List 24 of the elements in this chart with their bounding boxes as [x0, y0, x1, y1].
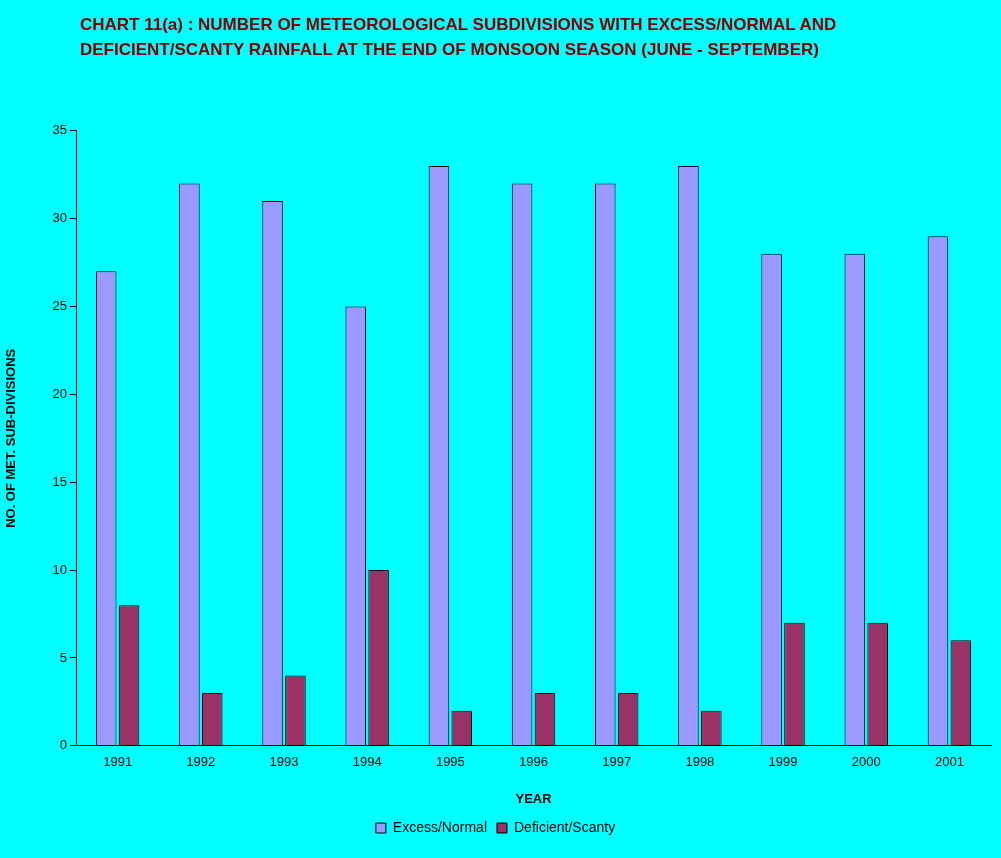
y-tick-label: 0: [59, 737, 68, 753]
x-tick-label: 1995: [435, 754, 465, 770]
y-tick-label: 5: [59, 649, 68, 665]
x-tick-label: 1992: [186, 754, 216, 770]
x-tick-label: 1991: [103, 754, 133, 770]
y-tick-label: 15: [52, 473, 68, 489]
x-tick-label: 2000: [851, 754, 881, 770]
x-tick-label: 1998: [685, 754, 715, 770]
y-tick-label: 10: [52, 561, 68, 577]
x-tick-label: 1993: [269, 754, 299, 770]
x-tick-label: 2001: [934, 754, 964, 770]
chart-title: CHART 11(a) : NUMBER OF METEOROLOGICAL SUBDIVISIONS WITH EXCESS/NORMAL AND DEFICIENT/SCANTY RAINFALL AT THE END OF MONSOON SEASON (JUNE - SEPTEMBER): [80, 14, 838, 61]
y-tick-label: 35: [52, 122, 68, 138]
legend-label: Deficient/Scanty: [513, 818, 616, 835]
y-tick-label: 25: [52, 298, 68, 314]
x-tick-label: 1999: [768, 754, 798, 770]
y-tick-label: 20: [52, 385, 68, 401]
x-tick-label: 1994: [352, 754, 382, 770]
x-tick-label: 1996: [519, 754, 548, 770]
y-tick-label: 30: [52, 210, 68, 226]
y-axis-title: NO. OF MET. SUB-DIVISIONS: [3, 348, 19, 528]
x-axis-title: YEAR: [515, 790, 553, 806]
legend-label: Excess/Normal: [392, 818, 487, 835]
x-tick-label: 1997: [602, 754, 632, 770]
